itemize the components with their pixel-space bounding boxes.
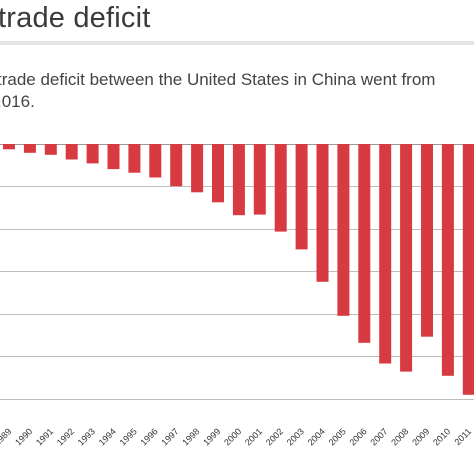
bar-2004 [316, 144, 329, 282]
x-tick-label-1991: 1991 [34, 426, 55, 447]
bar-1996 [149, 144, 162, 178]
bar-2009 [421, 144, 433, 337]
bar-1999 [212, 144, 224, 203]
bar-2007 [379, 144, 392, 364]
x-tick-label-1995: 1995 [118, 426, 139, 447]
x-tick-label-2004: 2004 [306, 426, 327, 447]
bar-1992 [65, 144, 78, 160]
bar-1991 [44, 144, 57, 155]
bar-2006 [358, 144, 371, 343]
x-tick-label-1989: 1989 [0, 426, 13, 447]
x-tick-label-1996: 1996 [138, 426, 159, 447]
x-tick-label-2011: 2011 [452, 426, 473, 447]
bar-2008 [400, 144, 413, 372]
x-tick-label-1993: 1993 [76, 426, 97, 447]
x-tick-label-2010: 2010 [431, 426, 452, 447]
chart-subtitle: trade deficit between the United States … [0, 69, 474, 113]
x-tick-label-1999: 1999 [201, 426, 222, 447]
chart-title: trade deficit [0, 2, 151, 34]
subtitle-line-2: .016. [0, 92, 35, 111]
x-tick-label-1994: 1994 [97, 426, 118, 447]
x-axis-labels: 1989 1990 1991 1992 1993 1994 1995 1996 1997 1998… [0, 426, 473, 447]
bar-2000 [232, 144, 245, 216]
x-tick-label-2003: 2003 [285, 426, 306, 447]
bar-1998 [191, 144, 204, 193]
bar-2001 [253, 144, 266, 215]
bar-1997 [170, 144, 183, 187]
x-tick-label-2009: 2009 [410, 426, 431, 447]
gridlines [0, 144, 474, 400]
bar-1995 [128, 144, 141, 173]
x-tick-label-1992: 1992 [55, 426, 76, 447]
x-tick-label-1990: 1990 [13, 426, 34, 447]
bar-2010 [441, 144, 454, 376]
bar-2005 [337, 144, 350, 316]
x-tick-label-1998: 1998 [180, 426, 201, 447]
bar-1990 [23, 144, 36, 153]
bar-2011 [462, 144, 474, 395]
bars [3, 144, 474, 395]
subtitle-line-1: trade deficit between the United States … [0, 70, 436, 89]
bar-1994 [107, 144, 120, 170]
bar-1989 [3, 144, 15, 150]
x-tick-label-2000: 2000 [222, 426, 243, 447]
x-tick-label-2006: 2006 [347, 426, 368, 447]
bar-2002 [274, 144, 287, 232]
x-tick-label-1997: 1997 [159, 426, 180, 447]
title-divider [0, 41, 474, 45]
bar-2003 [295, 144, 308, 250]
x-tick-label-2002: 2002 [264, 426, 285, 447]
x-tick-label-2001: 2001 [243, 426, 264, 447]
bar-1993 [86, 144, 99, 164]
x-tick-label-2008: 2008 [389, 426, 410, 447]
x-tick-label-2005: 2005 [327, 426, 348, 447]
x-tick-label-2007: 2007 [368, 426, 389, 447]
